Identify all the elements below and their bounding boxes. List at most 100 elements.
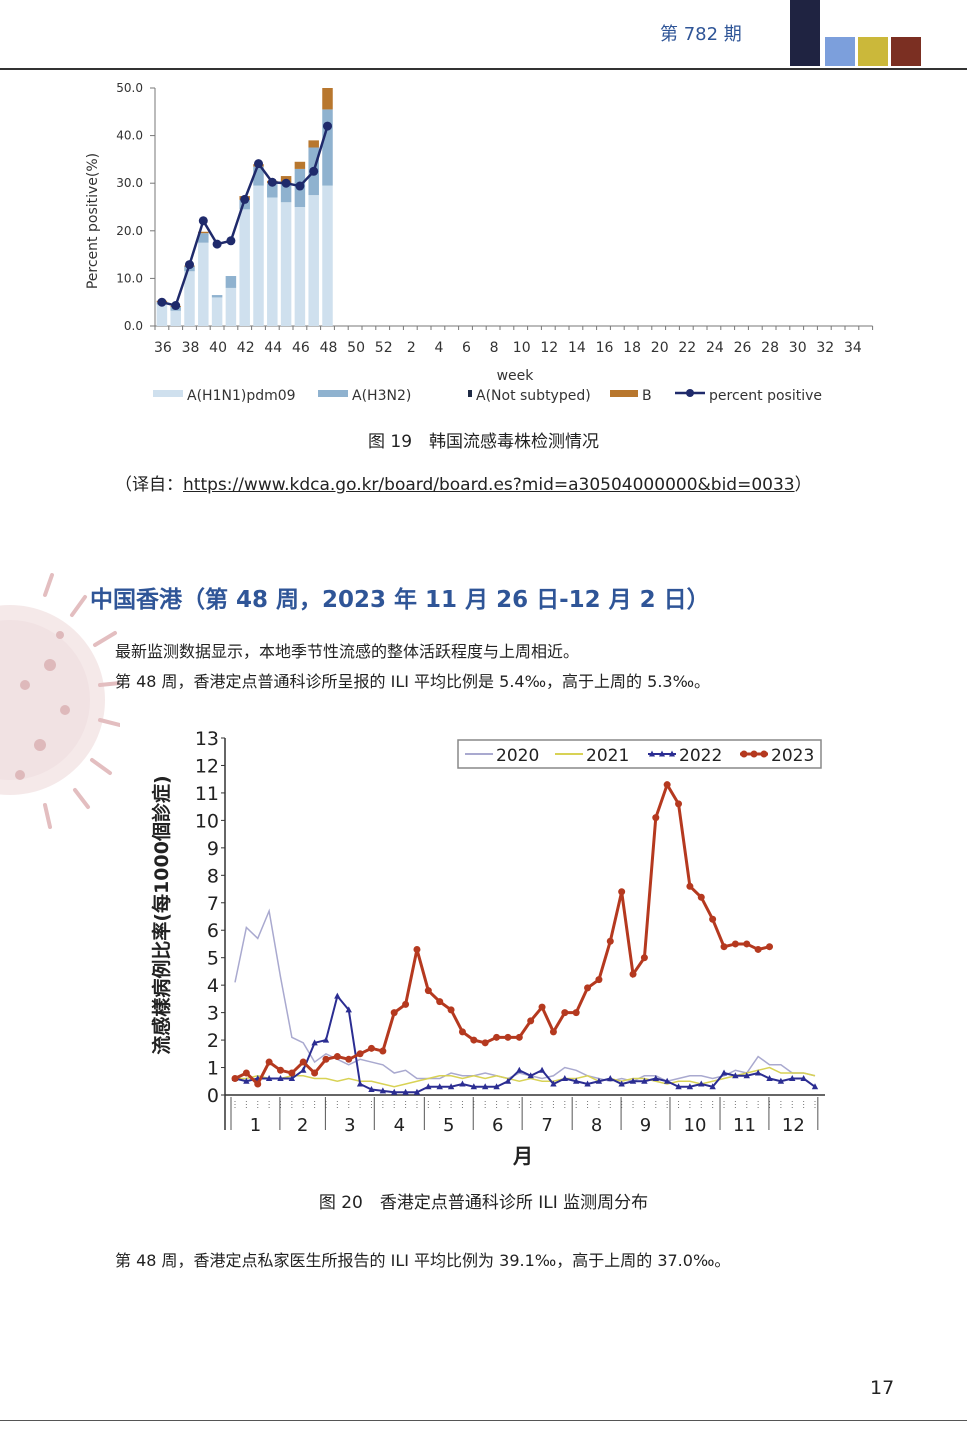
month-label: 6 bbox=[492, 1115, 503, 1136]
virus-illustration bbox=[0, 515, 120, 885]
x-tick-label: 28 bbox=[761, 340, 779, 356]
month-label: 5 bbox=[443, 1115, 454, 1136]
x-tick-label: 14 bbox=[568, 340, 586, 356]
legend-marker bbox=[761, 751, 768, 758]
point-2023 bbox=[755, 946, 762, 953]
point-2023 bbox=[550, 1028, 557, 1035]
point-2023 bbox=[766, 943, 773, 950]
series-line-2023 bbox=[235, 785, 770, 1084]
percent-positive-point bbox=[171, 301, 180, 310]
bar-segment bbox=[267, 197, 278, 326]
bar-segment bbox=[281, 202, 292, 326]
percent-positive-point bbox=[185, 260, 194, 269]
source-note: （译自：https://www.kdca.go.kr/board/board.e… bbox=[115, 470, 812, 495]
x-tick-label: 18 bbox=[623, 340, 641, 356]
y-axis-label: 流感樣病例比率(每1000個診症) bbox=[150, 775, 173, 1054]
point-2023 bbox=[436, 998, 443, 1005]
point-2023 bbox=[470, 1037, 477, 1044]
y-tick-label: 8 bbox=[207, 865, 219, 887]
y-tick-label: 4 bbox=[207, 975, 219, 997]
x-tick-label: 20 bbox=[651, 340, 669, 356]
point-2023 bbox=[334, 1053, 341, 1060]
point-2023 bbox=[243, 1070, 250, 1077]
point-2023 bbox=[641, 954, 648, 961]
x-tick-label: 10 bbox=[513, 340, 531, 356]
point-2022 bbox=[607, 1075, 613, 1081]
percent-positive-point bbox=[323, 122, 332, 131]
legend-swatch bbox=[153, 390, 183, 397]
y-tick-label: 7 bbox=[207, 893, 219, 915]
percent-positive-point bbox=[226, 236, 235, 245]
legend-line-marker bbox=[686, 389, 694, 397]
point-2023 bbox=[425, 987, 432, 994]
point-2022 bbox=[323, 1037, 329, 1043]
point-2023 bbox=[721, 943, 728, 950]
legend-label: 2021 bbox=[586, 746, 629, 766]
bar-segment bbox=[322, 109, 333, 185]
series-line-2021 bbox=[235, 1068, 815, 1087]
month-label: 9 bbox=[640, 1115, 651, 1136]
footer-rule bbox=[0, 1420, 967, 1421]
x-tick-label: 32 bbox=[816, 340, 834, 356]
x-tick-label: 16 bbox=[596, 340, 614, 356]
source-link[interactable]: https://www.kdca.go.kr/board/board.es?mi… bbox=[183, 475, 795, 495]
point-2023 bbox=[504, 1034, 511, 1041]
point-2023 bbox=[516, 1034, 523, 1041]
paragraph-2: 第 48 周，香港定点普通科诊所呈报的 ILI 平均比例是 5.4‰，高于上周的… bbox=[115, 668, 710, 692]
legend-label: B bbox=[642, 388, 652, 404]
figure-19-caption: 图 19 韩国流感毒株检测情况 bbox=[0, 427, 967, 452]
x-tick-label: 44 bbox=[264, 340, 282, 356]
bar-segment bbox=[322, 186, 333, 326]
legend-marker bbox=[751, 751, 758, 758]
bar-segment bbox=[226, 288, 237, 326]
x-tick-label: 8 bbox=[490, 340, 499, 356]
percent-positive-point bbox=[240, 195, 249, 204]
point-2023 bbox=[527, 1017, 534, 1024]
x-axis-label: 月 bbox=[512, 1144, 533, 1168]
point-2023 bbox=[311, 1070, 318, 1077]
point-2023 bbox=[277, 1067, 284, 1074]
x-axis-label: week bbox=[497, 368, 535, 384]
point-2023 bbox=[391, 1009, 398, 1016]
point-2023 bbox=[561, 1009, 568, 1016]
point-2023 bbox=[652, 814, 659, 821]
x-tick-label: 34 bbox=[844, 340, 862, 356]
x-tick-label: 2 bbox=[407, 340, 416, 356]
point-2023 bbox=[573, 1009, 580, 1016]
paragraph-1: 最新监测数据显示，本地季节性流感的整体活跃程度与上周相近。 bbox=[115, 638, 579, 662]
y-axis-label: Percent positive(%) bbox=[85, 153, 101, 289]
figure-20-caption: 图 20 香港定点普通科诊所 ILI 监测周分布 bbox=[0, 1188, 967, 1213]
percent-positive-point bbox=[309, 167, 318, 176]
x-tick-label: 36 bbox=[154, 340, 172, 356]
point-2023 bbox=[630, 971, 637, 978]
bar-segment bbox=[253, 186, 264, 326]
month-label: 7 bbox=[541, 1115, 552, 1136]
month-label: 8 bbox=[591, 1115, 602, 1136]
point-2023 bbox=[698, 894, 705, 901]
point-2023 bbox=[300, 1059, 307, 1066]
point-2023 bbox=[584, 984, 591, 991]
y-tick-label: 10.0 bbox=[116, 271, 143, 285]
series-line-2020 bbox=[235, 911, 815, 1081]
header-square-3 bbox=[858, 37, 888, 66]
percent-positive-point bbox=[199, 216, 208, 225]
point-2022 bbox=[300, 1067, 306, 1073]
legend-marker bbox=[741, 751, 748, 758]
hk-ili-chart: 0123456789101112131 2 3 4 5 6 7 8 9 10 11 12月流感樣病例比… bbox=[140, 720, 840, 1175]
legend-label: A(H3N2) bbox=[352, 388, 411, 404]
point-2023 bbox=[686, 883, 693, 890]
point-2023 bbox=[675, 800, 682, 807]
y-tick-label: 40.0 bbox=[116, 129, 143, 143]
issue-number: 第 782 期 bbox=[660, 20, 742, 46]
point-2023 bbox=[448, 1006, 455, 1013]
x-tick-label: 46 bbox=[292, 340, 310, 356]
month-label: 1 bbox=[250, 1115, 261, 1136]
point-2023 bbox=[322, 1056, 329, 1063]
y-tick-label: 1 bbox=[207, 1058, 219, 1080]
point-2023 bbox=[459, 1028, 466, 1035]
bar-segment bbox=[198, 243, 209, 326]
point-2023 bbox=[379, 1048, 386, 1055]
percent-positive-point bbox=[282, 179, 291, 188]
x-tick-label: 30 bbox=[789, 340, 807, 356]
percent-positive-point bbox=[157, 298, 166, 307]
